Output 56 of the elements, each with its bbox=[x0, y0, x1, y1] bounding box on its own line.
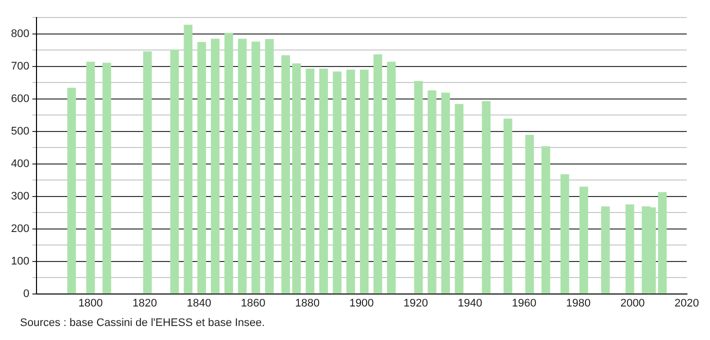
y-tick-label: 500 bbox=[10, 125, 30, 138]
x-tick-label: 1980 bbox=[566, 297, 591, 310]
bar bbox=[292, 63, 301, 294]
bar bbox=[560, 174, 570, 294]
bar bbox=[454, 104, 464, 294]
bar bbox=[184, 24, 192, 294]
x-tick-label: 1960 bbox=[512, 297, 536, 310]
bar bbox=[441, 92, 450, 294]
bar bbox=[579, 186, 588, 294]
y-tick-label: 400 bbox=[10, 158, 30, 170]
bar bbox=[360, 70, 369, 294]
bar bbox=[67, 88, 76, 294]
y-tick-label: 700 bbox=[10, 60, 30, 72]
source-note: Sources : base Cassini de l'EHESS et base Insee. bbox=[20, 317, 266, 329]
x-tick-label: 1880 bbox=[295, 297, 320, 310]
bar bbox=[414, 80, 423, 294]
bar bbox=[143, 51, 152, 294]
bar bbox=[281, 55, 290, 294]
bar bbox=[387, 62, 396, 294]
bar bbox=[542, 146, 550, 294]
bar bbox=[252, 42, 260, 294]
y-tick-label: 200 bbox=[10, 222, 30, 235]
y-tick-label: 800 bbox=[10, 28, 30, 40]
x-tick-label: 1860 bbox=[240, 297, 266, 310]
bar bbox=[373, 54, 382, 294]
y-tick-label: 0 bbox=[23, 288, 30, 300]
x-tick-label: 2020 bbox=[674, 297, 700, 310]
y-tick-label: 600 bbox=[10, 92, 30, 105]
x-tick-label: 1900 bbox=[349, 297, 374, 310]
bar bbox=[102, 62, 112, 294]
bar bbox=[306, 68, 314, 294]
bar bbox=[265, 39, 274, 294]
x-tick-label: 1820 bbox=[132, 297, 157, 310]
bar bbox=[197, 42, 206, 294]
x-tick-label: 1920 bbox=[404, 297, 428, 310]
bar bbox=[482, 101, 491, 294]
bar bbox=[428, 90, 436, 294]
bar bbox=[224, 32, 234, 294]
x-tick-label: 1940 bbox=[458, 297, 482, 310]
bar bbox=[238, 38, 247, 294]
bar bbox=[170, 49, 179, 294]
bar bbox=[658, 192, 667, 294]
bar bbox=[319, 68, 328, 294]
bar bbox=[601, 206, 610, 294]
bar bbox=[332, 72, 342, 294]
bar bbox=[210, 38, 220, 294]
x-tick-label: 1800 bbox=[78, 297, 103, 310]
y-tick-label: 100 bbox=[10, 255, 30, 268]
bar bbox=[504, 118, 512, 294]
bar bbox=[86, 62, 95, 294]
x-tick-label: 1840 bbox=[186, 297, 212, 310]
bar bbox=[346, 70, 356, 294]
bar bbox=[626, 204, 634, 294]
x-tick-label: 2000 bbox=[620, 297, 645, 310]
y-tick-label: 300 bbox=[10, 190, 30, 202]
bar bbox=[525, 134, 534, 294]
